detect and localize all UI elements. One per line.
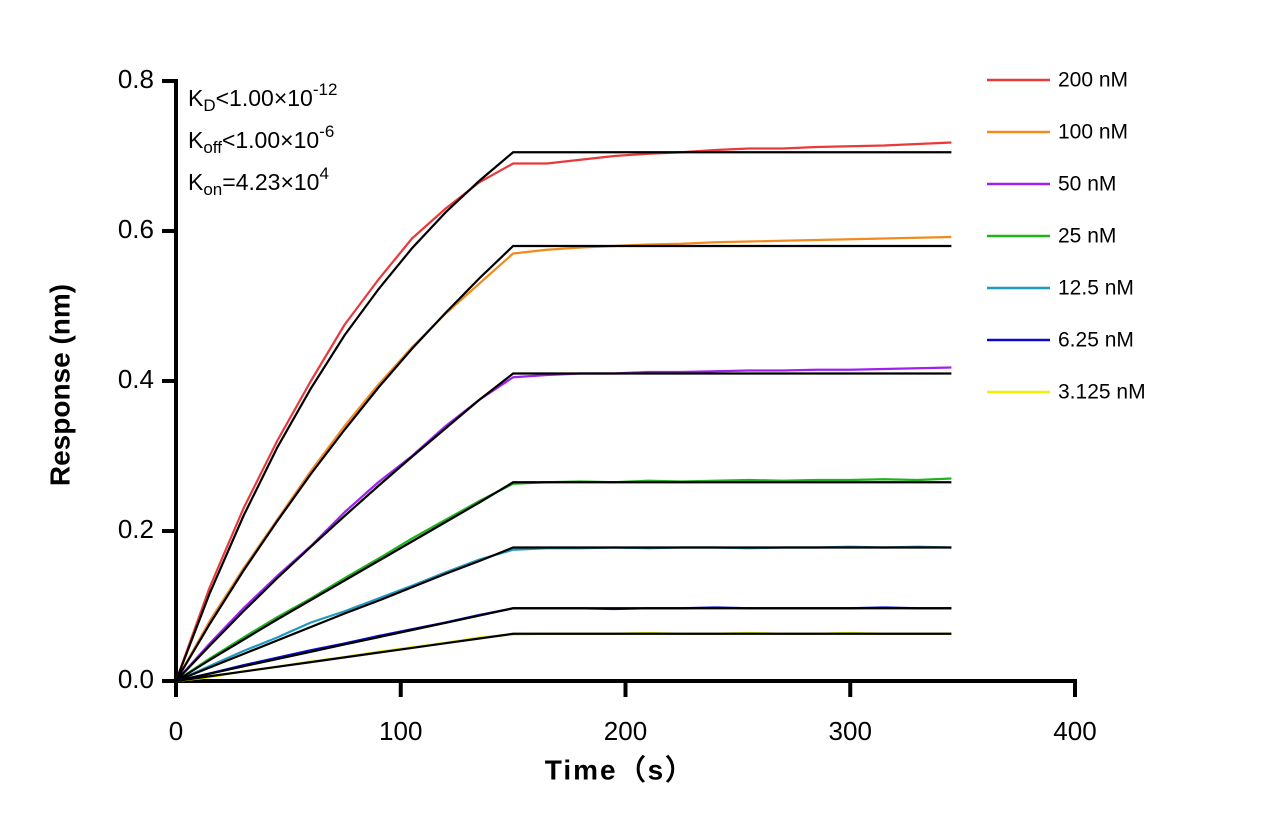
fit-line: [175, 372, 952, 682]
fit-line: [175, 481, 952, 682]
data-line: [174, 141, 952, 682]
fit-line: [175, 244, 952, 682]
annotation-main: K: [188, 85, 204, 111]
y-tick-label: 0.8: [118, 64, 154, 94]
legend-label: 200 nM: [1058, 69, 1128, 92]
annotation: Kon=4.23×104: [188, 164, 329, 199]
annotation: Koff<1.00×10-6: [188, 122, 334, 157]
annotation-rest: <1.00×10: [216, 85, 313, 111]
annotation-sub: off: [203, 138, 222, 157]
annotation-sub: on: [203, 180, 222, 199]
data-line: [175, 631, 952, 683]
annotation-sub: D: [203, 96, 215, 115]
x-tick-label: 300: [829, 716, 872, 746]
annotation-rest: =4.23×10: [222, 169, 319, 195]
annotation-sup: -12: [313, 80, 338, 99]
annotation-main: K: [188, 127, 204, 153]
annotation-rest: <1.00×10: [222, 127, 319, 153]
y-tick-label: 0.0: [118, 664, 154, 694]
annotation-sup: -6: [319, 122, 334, 141]
y-axis-title: Response (nm): [44, 284, 75, 486]
fit-line: [175, 607, 952, 683]
annotation: KD<1.00×10-12: [188, 80, 337, 115]
x-tick-label: 100: [379, 716, 422, 746]
data-line: [175, 477, 952, 682]
y-tick-label: 0.6: [118, 214, 154, 244]
annotation-sup: 4: [319, 164, 328, 183]
legend-label: 6.25 nM: [1058, 329, 1134, 352]
data-line: [175, 545, 952, 683]
legend-label: 100 nM: [1058, 121, 1128, 144]
y-tick-label: 0.4: [118, 364, 154, 394]
fit-line: [174, 151, 952, 682]
data-line: [175, 606, 952, 683]
fit-line: [175, 632, 952, 683]
legend-label: 3.125 nM: [1058, 381, 1146, 404]
x-axis-title: Time（s）: [545, 753, 695, 785]
x-tick-label: 400: [1053, 716, 1096, 746]
y-tick-label: 0.2: [118, 514, 154, 544]
legend-label: 25 nM: [1058, 225, 1116, 248]
x-tick-label: 200: [604, 716, 647, 746]
x-tick-label: 0: [169, 716, 183, 746]
fit-line: [175, 546, 952, 683]
data-line: [175, 235, 952, 682]
legend-label: 50 nM: [1058, 173, 1116, 196]
annotation-main: K: [188, 169, 204, 195]
legend-label: 12.5 nM: [1058, 277, 1134, 300]
